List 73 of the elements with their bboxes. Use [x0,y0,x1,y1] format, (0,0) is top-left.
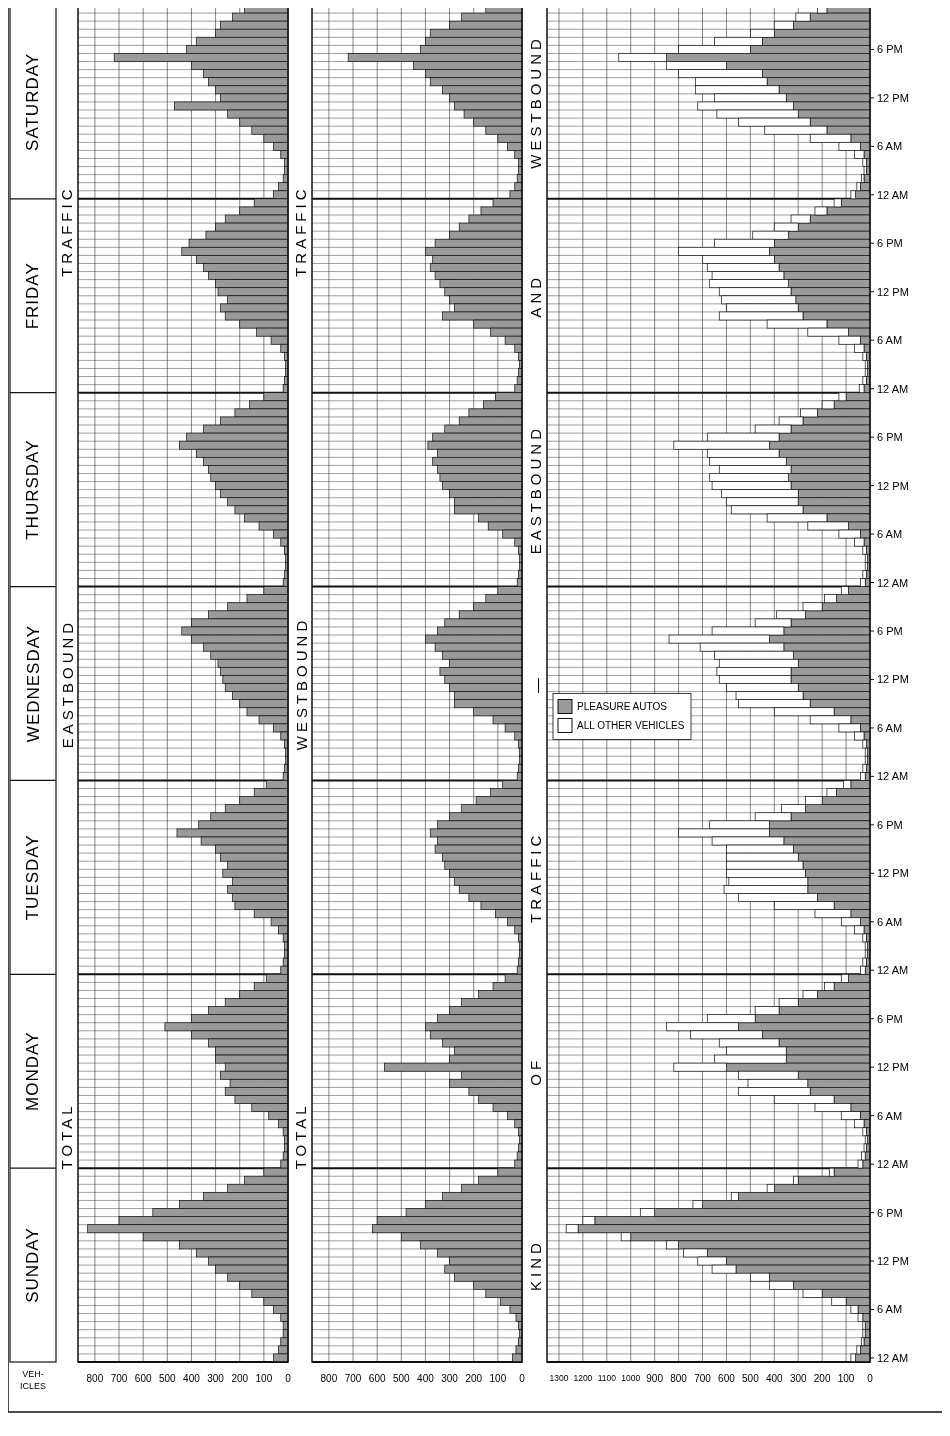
y-tick-label: 6 AM [877,1303,903,1316]
x-tick-label: 600 [718,1372,736,1384]
y-tick-label: 12 PM [877,673,909,686]
x-tick-label: 300 [207,1372,225,1384]
text: TUESDAY [23,834,43,921]
y-tick-label: 12 AM [877,188,909,201]
x-tick-label: 200 [813,1372,831,1384]
x-tick-label: 900 [646,1372,664,1384]
y-tick-label: 12 AM [877,576,909,589]
x-tick-label: 100 [837,1372,855,1384]
y-tick-label: 12 AM [877,1158,909,1171]
x-tick-label: 800 [86,1372,104,1384]
y-tick-label: 6 PM [877,1012,903,1025]
x-tick-label: 500 [392,1372,411,1384]
text: WEDNESDAY [23,624,43,743]
x-tick-label: 700 [694,1372,712,1384]
y-tick-label: 12 AM [877,964,909,977]
x-tick-label: 100 [489,1372,507,1384]
x-tick-label: 200 [465,1372,483,1384]
y-tick-label: 6 PM [877,431,903,444]
chart-title: TOTAL EASTBOUND TRAFFIC [58,185,76,1170]
y-tick-label: 6 PM [877,1206,903,1219]
x-tick-label: 300 [789,1372,807,1384]
x-tick-label: 700 [344,1372,362,1384]
y-tick-label: 6 PM [877,625,903,637]
x-tick-label: 1100 [597,1373,617,1383]
y-tick-label: 12 AM [877,382,909,395]
text: MONDAY [23,1031,43,1111]
y-tick-label: 6 AM [877,140,903,153]
x-tick-label: 100 [255,1372,273,1384]
chart-title: KIND OF TRAFFIC — EASTBOUND AND WESTBOUND [527,35,545,1291]
x-tick-label: 400 [765,1372,784,1384]
y-tick-label: 6 AM [877,528,903,541]
y-tick-label: 12 PM [877,1061,909,1074]
x-tick-label: 700 [110,1372,128,1384]
y-tick-label: 12 AM [877,770,909,783]
y-tick-label: 12 PM [877,867,909,880]
x-tick-label: 500 [742,1372,760,1384]
legend-label: ALL OTHER VEHICLES [577,720,685,731]
x-axis-title: VEH-ICLES [19,1369,47,1391]
chart-title: TOTAL WESTBOUND TRAFFIC [292,185,310,1170]
x-tick-label: 800 [320,1372,338,1384]
text: FRIDAY [23,262,43,330]
y-tick-label: 12 AM [877,1351,909,1364]
x-tick-label: 1300 [549,1373,569,1383]
y-tick-label: 6 AM [877,915,903,928]
y-tick-label: 12 PM [877,479,909,492]
x-tick-label: 400 [183,1372,201,1384]
x-tick-label: 300 [441,1372,459,1384]
legend-label: PLEASURE AUTOS [577,701,668,712]
y-tick-label: 6 AM [877,721,903,734]
x-tick-label: 1000 [621,1373,641,1383]
y-tick-label: 12 PM [877,1255,909,1268]
y-tick-label: 6 PM [877,818,903,831]
x-tick-label: 0 [285,1372,292,1384]
x-tick-label: 600 [134,1372,152,1384]
x-tick-label: 400 [417,1372,435,1384]
x-tick-label: 200 [231,1372,249,1384]
y-tick-label: 6 AM [877,1109,903,1122]
y-tick-label: 6 AM [877,334,903,347]
x-tick-label: 600 [368,1372,386,1384]
x-tick-label: 0 [867,1372,874,1384]
y-tick-label: 12 PM [877,91,909,104]
text: SUNDAY [23,1227,43,1303]
y-tick-label: 6 PM [877,43,903,56]
x-tick-label: 0 [519,1372,526,1384]
text: THURSDAY [23,439,43,540]
text: SATURDAY [23,52,43,151]
x-tick-label: 500 [158,1372,177,1384]
y-tick-label: 6 PM [877,237,903,250]
y-tick-label: 12 PM [877,285,909,298]
x-tick-label: 800 [670,1372,688,1384]
x-tick-label: 1200 [573,1373,593,1383]
